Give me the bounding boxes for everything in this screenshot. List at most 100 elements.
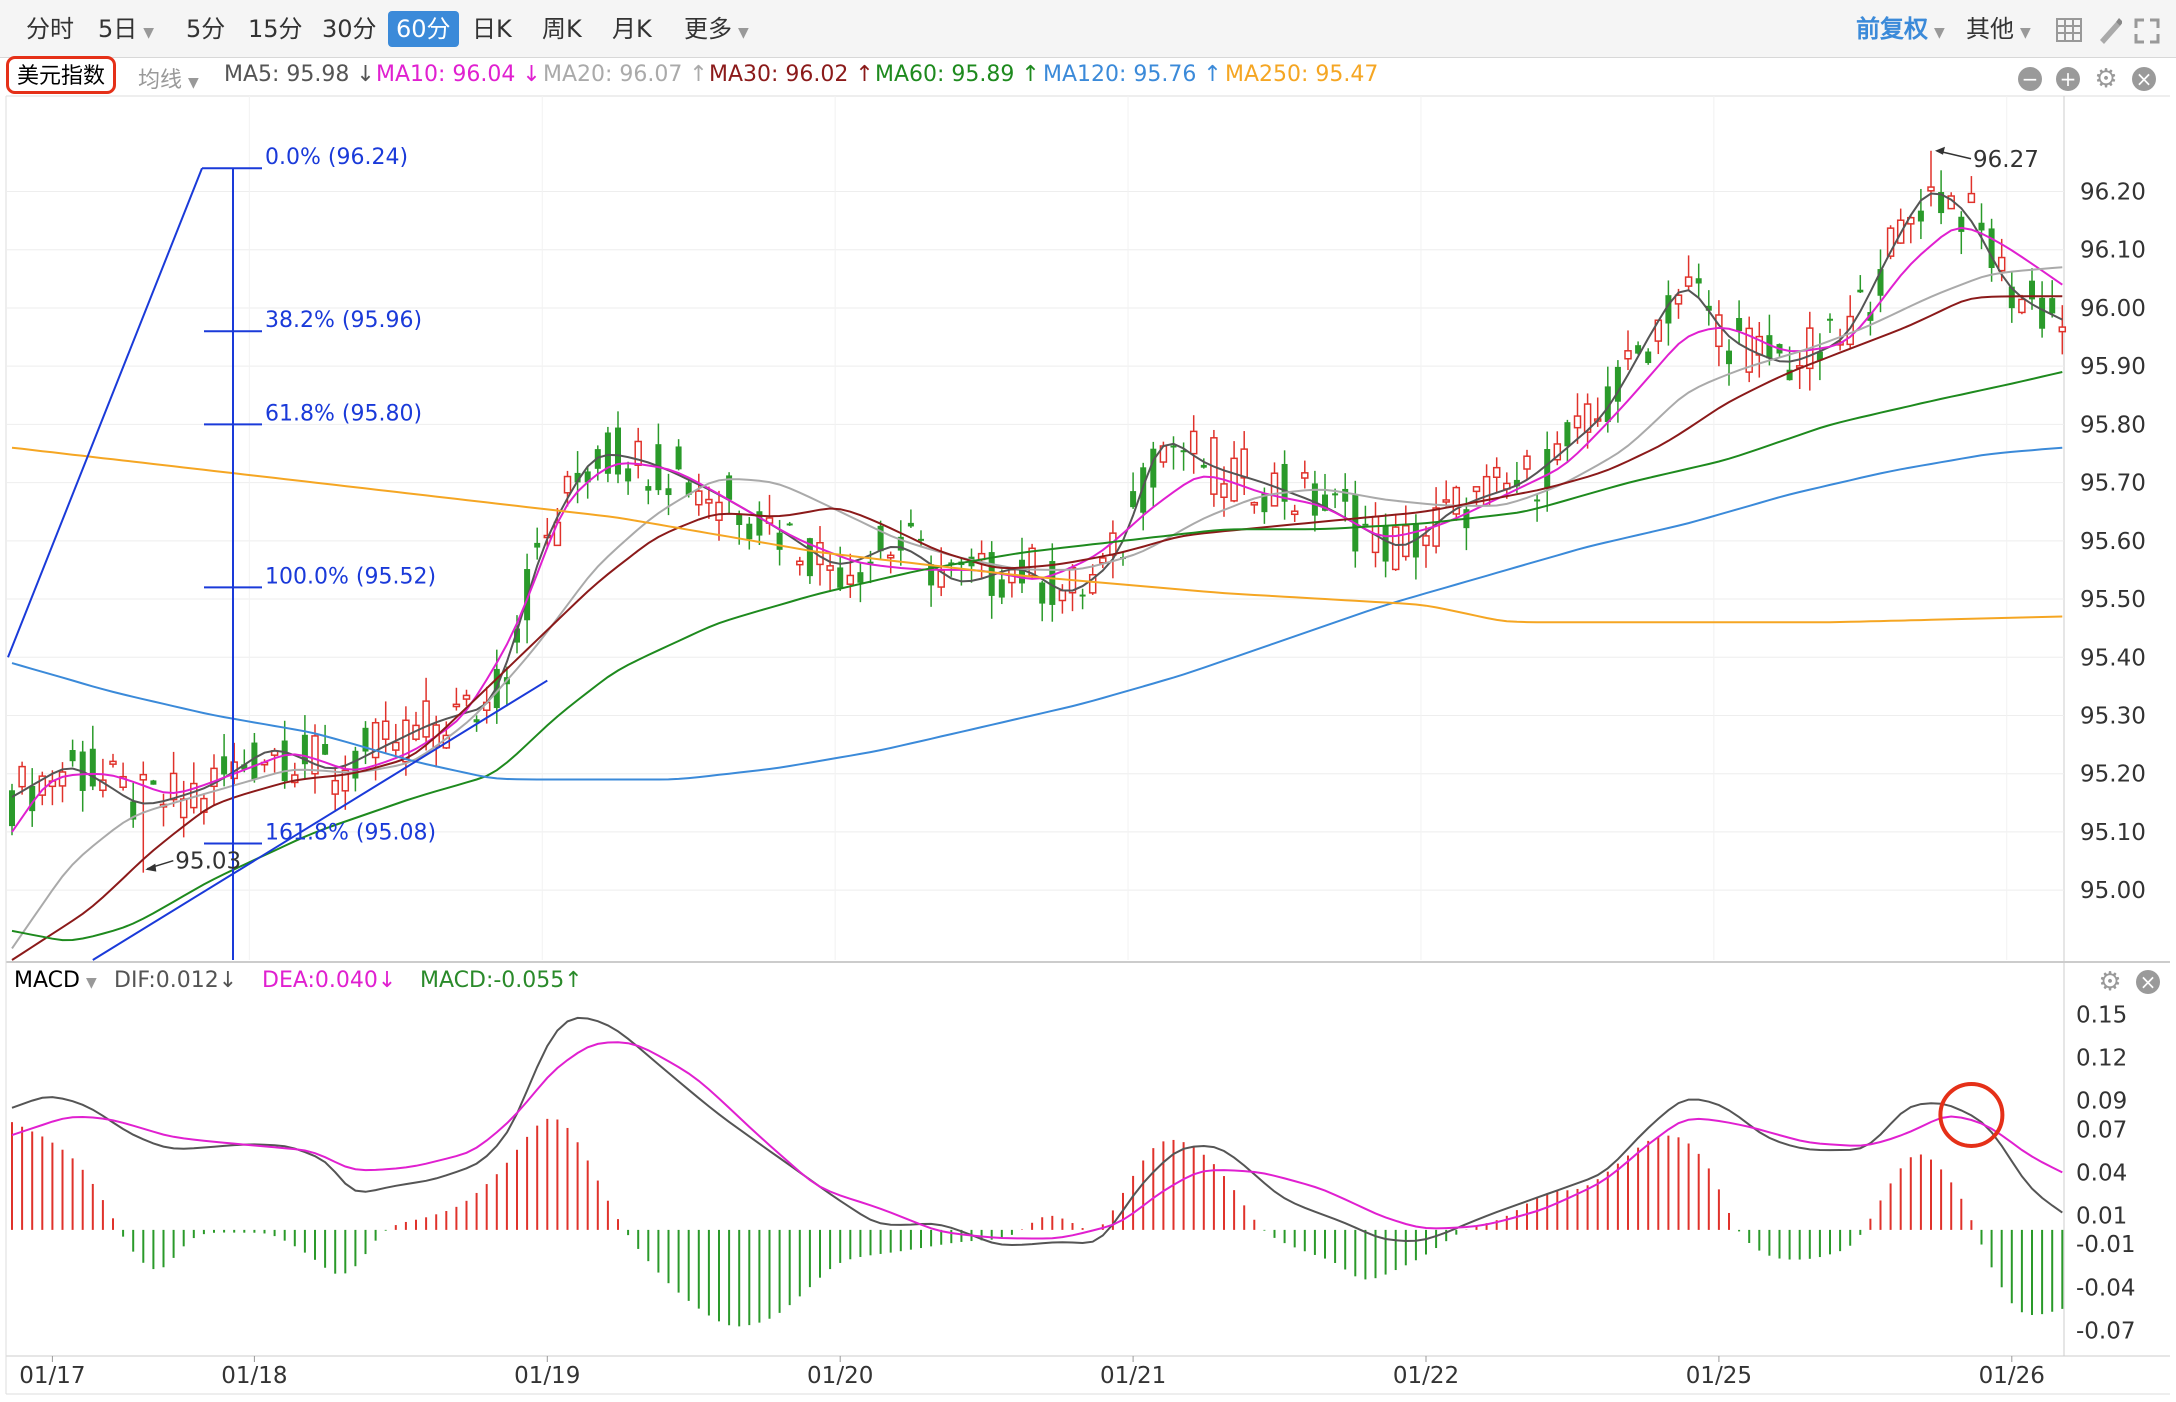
period-tab-week-k[interactable]: 周K [542,15,582,43]
candle-body [2008,286,2015,309]
candle-body [402,719,410,763]
high-marker-arrow [1936,150,1972,160]
candle-body [48,780,57,788]
candle-body [2058,326,2067,333]
chevron-down-icon: ▼ [738,25,749,41]
close-icon[interactable]: × [2132,67,2156,91]
candle-body [1322,494,1328,511]
candle-body [1088,573,1097,594]
macd-close-icon[interactable]: × [2136,970,2160,994]
period-tab-5day[interactable]: 5日 ▼ [90,11,162,47]
candle-body [210,767,218,788]
candle-body [695,490,703,506]
candle-body [1230,457,1238,502]
period-tab-day-k[interactable]: 日K [472,15,512,43]
candle-body [462,694,471,700]
candle-body [1039,582,1046,604]
candle-body [362,727,369,752]
macd-tick-label: -0.01 [2076,1232,2136,1258]
add-indicator-icon[interactable]: + [2056,67,2080,91]
candle-body [260,761,269,766]
candle-body [1049,561,1056,605]
candle-body [1544,449,1551,490]
macd-tick-label: 0.09 [2076,1089,2127,1115]
candle-body [130,801,137,820]
candle-body [1645,351,1652,364]
collapse-icon[interactable]: − [2018,67,2042,91]
candle-body [89,748,96,787]
candle-body [1503,482,1511,490]
candle-body [119,775,127,789]
period-tab-15min[interactable]: 15分 [248,15,303,43]
ma30-value: MA30: 96.02 ↑ [709,62,874,87]
candle-body [1442,499,1450,503]
candle-body [270,750,279,756]
candle-body [1492,466,1501,479]
time-tick-label: 01/19 [514,1363,580,1389]
fibonacci-level-label: 38.2% (95.96) [265,308,422,333]
candle-body [776,532,783,550]
settings-gear-icon[interactable]: ⚙ [2094,64,2118,94]
candle-body [1978,222,1985,231]
fullscreen-icon[interactable] [2134,18,2160,44]
candle-body [665,488,672,496]
fibonacci-tool: 0.0% (96.24) 38.2% (95.96) 61.8% (95.80) 10… [7,145,436,960]
candle-body [1068,567,1077,594]
candle-body [169,772,178,801]
candle-body [190,782,198,809]
ma20-value: MA20: 96.07 ↑ [543,62,708,87]
candle-body [726,475,733,500]
candle-body [806,538,813,577]
period-tab-30min[interactable]: 30分 [322,15,377,43]
candle-body [1180,450,1187,453]
other-dropdown[interactable]: 其他 ▼ [1966,11,2031,47]
candle-body [301,734,308,765]
ma-type-dropdown[interactable]: 均线 ▼ [138,62,199,94]
candle-body [1482,475,1491,507]
candle-body [553,521,562,547]
candle-body [1220,483,1228,499]
more-periods-dropdown[interactable]: 更多 ▼ [676,11,757,47]
candle-body [988,552,995,596]
layout-grid-icon[interactable] [2056,18,2082,42]
period-tab-5day-label: 5日 [98,15,138,43]
trend-line [92,679,548,961]
candle-body [200,797,208,813]
candle-body [1290,510,1299,516]
candle-body [837,567,844,588]
candle-body [221,756,228,775]
adjust-dropdown[interactable]: 前复权 ▼ [1856,11,1945,47]
candle-body [150,780,157,785]
ma30-line [11,295,2063,961]
price-panel: 96.20 96.10 96.00 95.90 95.80 95.70 95.60 95.50… [6,96,2146,961]
candle-body [2018,298,2026,314]
candle-body [1250,501,1259,506]
period-tab-fenshi[interactable]: 分时 [26,15,74,43]
candle-body [1342,488,1349,502]
period-tab-month-k[interactable]: 月K [612,15,652,43]
macd-settings-gear-icon[interactable]: ⚙ [2098,967,2122,997]
candle-body [1867,312,1874,321]
ma10-value: MA10: 96.04 ↓ [376,62,541,87]
macd-indicator-dropdown[interactable]: MACD ▼ [14,968,97,993]
candle-body [1120,557,1126,560]
candle-body [1109,532,1117,556]
candle-body [1422,535,1430,547]
draw-pen-icon[interactable] [2096,16,2122,44]
time-tick-label: 01/21 [1100,1363,1166,1389]
period-tab-60min[interactable]: 60分 [388,11,459,47]
chevron-down-icon: ▼ [2020,25,2031,41]
ma20-line [11,266,2063,949]
period-tab-5min[interactable]: 5分 [186,15,226,43]
candle-body [159,803,168,808]
candle-body [371,721,380,759]
candle-body [615,427,621,475]
crossover-annotation-circle [1938,1081,2005,1148]
candle-body [584,471,591,483]
time-tick-label: 01/22 [1393,1363,1459,1389]
candle-body [928,564,935,586]
candle-body [58,771,67,787]
chart-frame [5,95,2170,1395]
index-name-badge[interactable]: 美元指数 [6,56,117,94]
